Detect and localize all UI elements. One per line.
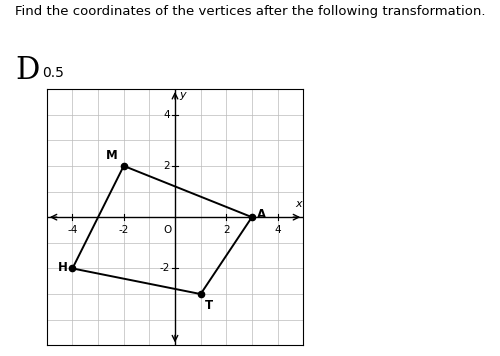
Text: 2: 2: [223, 225, 230, 235]
Text: -2: -2: [118, 225, 129, 235]
Text: O: O: [163, 225, 171, 235]
Text: -4: -4: [68, 225, 78, 235]
Text: A: A: [257, 208, 266, 221]
Text: y: y: [179, 90, 186, 100]
Text: D: D: [15, 55, 40, 86]
Text: x: x: [296, 199, 302, 209]
Text: -2: -2: [160, 263, 170, 273]
Text: H: H: [58, 261, 68, 274]
Text: Find the coordinates of the vertices after the following transformation.: Find the coordinates of the vertices aft…: [15, 5, 486, 19]
Text: 4: 4: [163, 110, 170, 120]
Text: M: M: [106, 149, 118, 162]
Text: 4: 4: [274, 225, 281, 235]
Text: T: T: [204, 299, 212, 312]
Text: 0.5: 0.5: [42, 66, 64, 80]
Text: 2: 2: [163, 161, 170, 171]
